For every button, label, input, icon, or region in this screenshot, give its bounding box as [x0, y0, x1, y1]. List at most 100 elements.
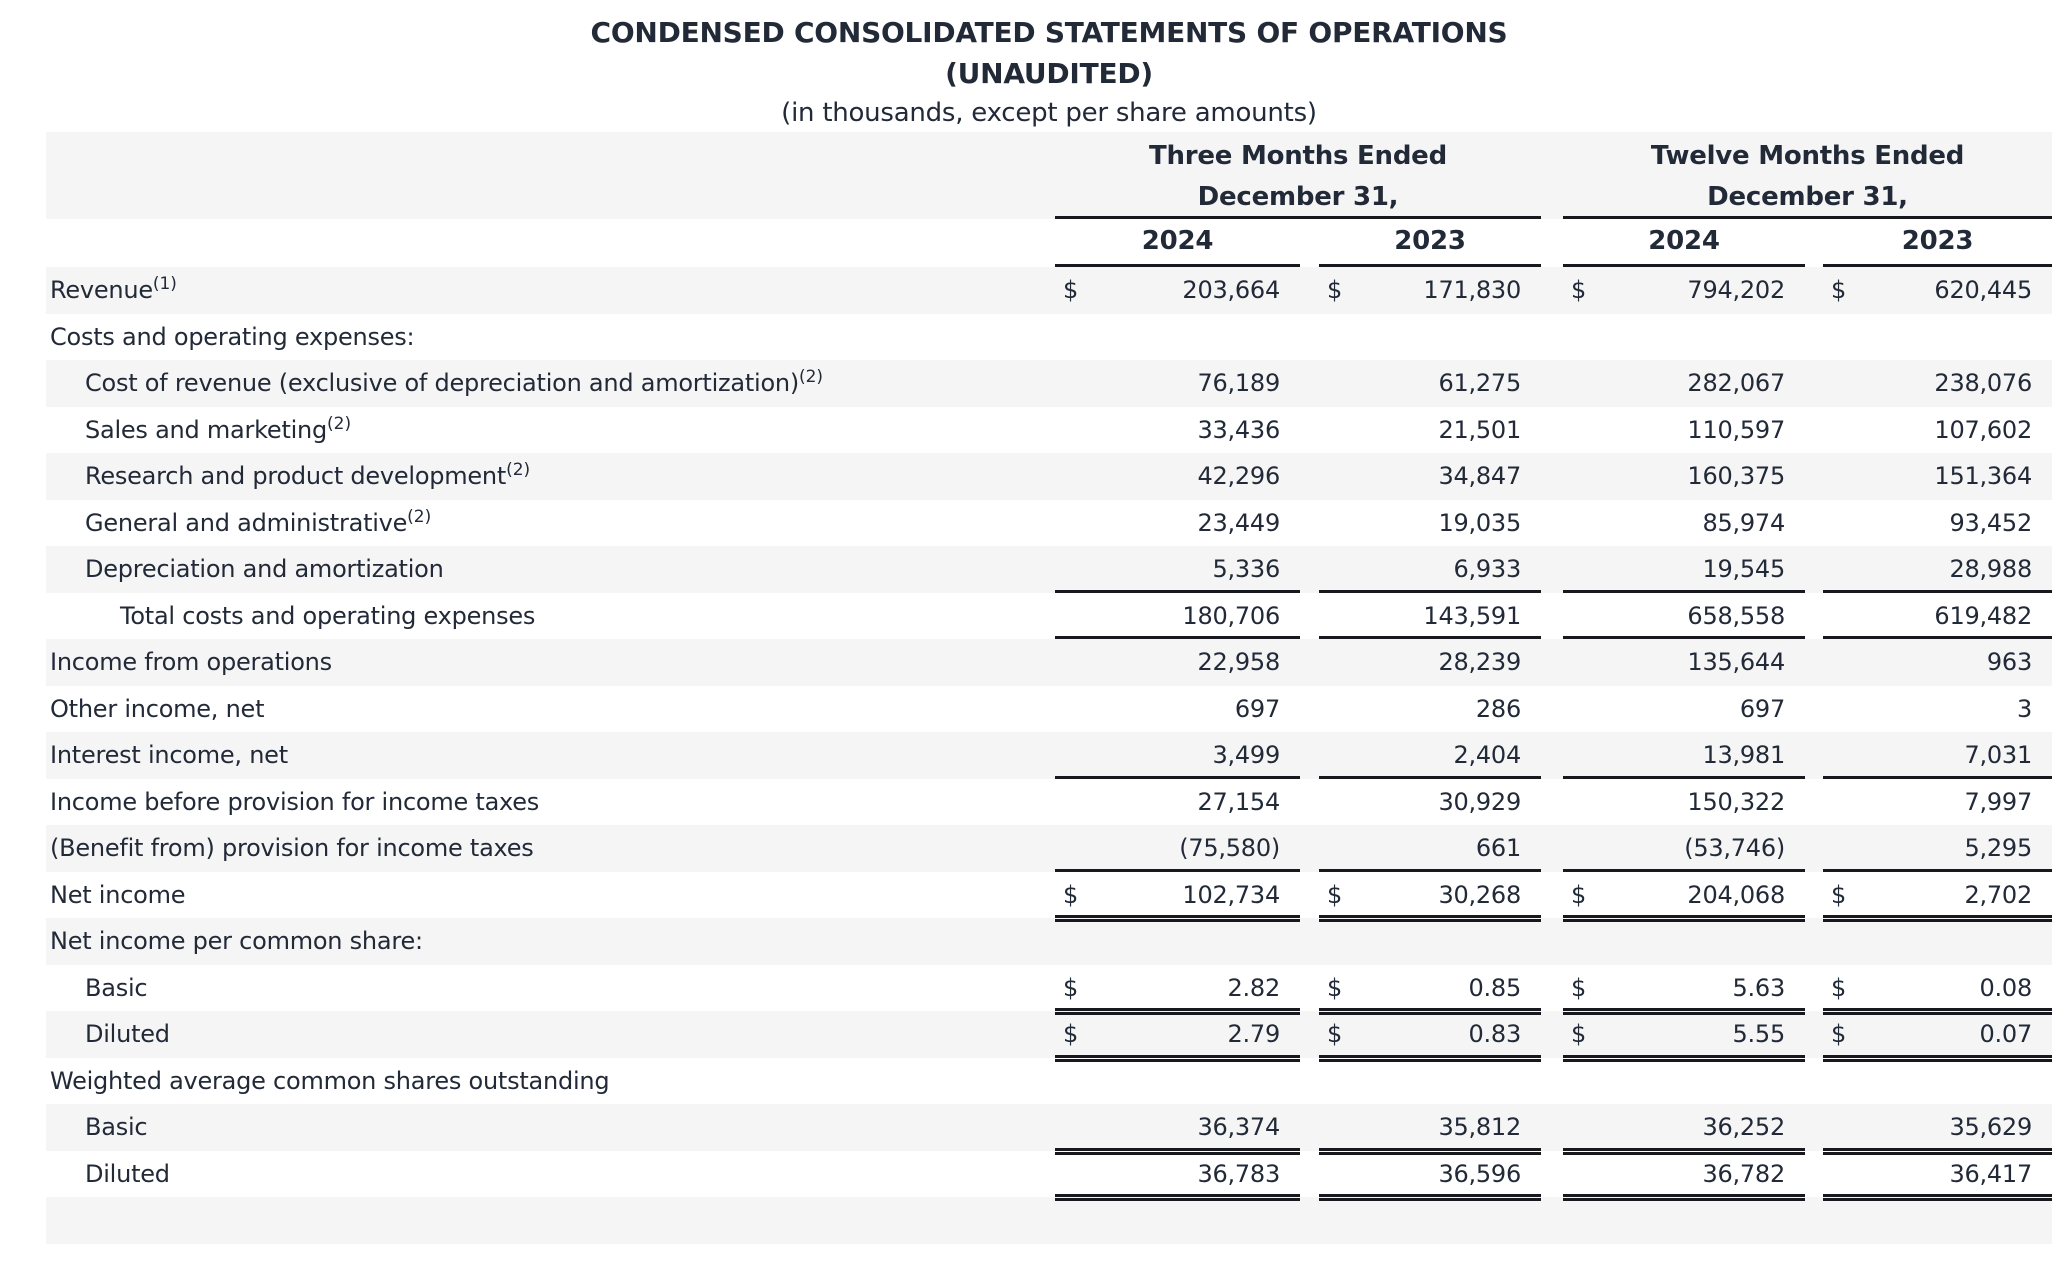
- column-gap: [1541, 314, 1563, 361]
- cell-value: 2,404: [1453, 741, 1521, 769]
- cell-value: 30,268: [1438, 880, 1521, 909]
- dollar-sign: [1823, 1151, 1831, 1195]
- row-label-cell: General and administrative(2): [46, 500, 1055, 547]
- statement-subtitle-unaudited: (UNAUDITED): [945, 57, 1153, 90]
- column-gap: [1541, 1151, 1563, 1198]
- column-gap: [1805, 593, 1823, 640]
- dollar-sign: $: [1063, 276, 1079, 304]
- header-label-spacer: [46, 219, 1055, 267]
- row-label: Basic: [85, 1113, 148, 1141]
- column-gap: [1300, 500, 1319, 547]
- row-label: Depreciation and amortization: [85, 555, 444, 583]
- dollar-sign: $: [1831, 973, 1847, 1002]
- row-label: Interest income, net: [50, 741, 288, 769]
- dollar-sign: [1563, 825, 1571, 869]
- row-label: Revenue: [50, 276, 153, 304]
- row-label: Net income: [50, 880, 186, 909]
- dollar-sign: [1319, 918, 1327, 965]
- dollar-sign: [1563, 360, 1571, 407]
- cell-value: 76,189: [1197, 369, 1280, 397]
- dollar-sign: [1823, 546, 1831, 590]
- column-gap: [1805, 500, 1823, 547]
- value-cell: $0.07: [1823, 1011, 2052, 1061]
- cell-value: 42,296: [1197, 462, 1280, 490]
- value-cell: 150,322: [1563, 779, 1805, 826]
- value-cell: 36,252: [1563, 1104, 1805, 1154]
- dollar-sign: [1055, 314, 1063, 361]
- cell-value: [1327, 1197, 1541, 1244]
- cell-value: [1571, 1058, 1805, 1105]
- value-cell: 3,499: [1055, 732, 1300, 779]
- column-gap: [1805, 267, 1823, 314]
- value-cell: 76,189: [1055, 360, 1300, 407]
- column-gap: [1805, 1058, 1823, 1105]
- dollar-sign: [1563, 639, 1571, 686]
- dollar-sign: [1055, 825, 1063, 869]
- cell-value: 697: [1739, 694, 1785, 723]
- value-cell: 135,644: [1563, 639, 1805, 686]
- year-column-header: 2023: [1823, 219, 2052, 267]
- cell-value: 204,068: [1687, 880, 1785, 909]
- dollar-sign: [1319, 686, 1327, 733]
- dollar-sign: [1055, 918, 1063, 965]
- value-cell: [1563, 918, 1805, 965]
- dollar-sign: [1319, 779, 1327, 826]
- column-gap: [1541, 779, 1563, 826]
- column-gap: [1300, 360, 1319, 407]
- value-cell: $5.63: [1563, 965, 1805, 1015]
- dollar-sign: [1319, 500, 1327, 547]
- cell-value: 0.08: [1979, 973, 2033, 1002]
- cell-value: [1571, 1197, 1805, 1244]
- value-cell: $2.79: [1055, 1011, 1300, 1061]
- cell-value: 34,847: [1438, 462, 1521, 490]
- dollar-sign: [1319, 732, 1327, 776]
- row-label-cell: Cost of revenue (exclusive of depreciati…: [46, 360, 1055, 407]
- value-cell: 33,436: [1055, 407, 1300, 454]
- value-cell: 619,482: [1823, 593, 2052, 639]
- value-cell: 7,031: [1823, 732, 2052, 779]
- row-label: Costs and operating expenses:: [50, 322, 415, 351]
- value-cell: 36,782: [1563, 1151, 1805, 1201]
- cell-value: 19,545: [1702, 555, 1785, 583]
- column-gap: [1805, 1197, 1823, 1244]
- column-gap: [1541, 1104, 1563, 1151]
- table-row: Sales and marketing(2) 33,436 21,501 110…: [46, 407, 2052, 454]
- cell-value: 5,295: [1964, 834, 2032, 862]
- cell-value: 36,782: [1702, 1159, 1785, 1188]
- cell-value: 28,239: [1438, 648, 1521, 676]
- value-cell: 19,545: [1563, 546, 1805, 593]
- dollar-sign: [1563, 779, 1571, 826]
- column-gap: [1805, 453, 1823, 500]
- dollar-sign: [1055, 1104, 1063, 1148]
- row-label-cell: Depreciation and amortization: [46, 546, 1055, 593]
- dollar-sign: [1563, 407, 1571, 454]
- column-gap: [1300, 267, 1319, 314]
- statement-units-note: (in thousands, except per share amounts): [781, 98, 1317, 128]
- period-header-three-months: Three Months Ended December 31,: [1055, 132, 1541, 219]
- value-cell: [1319, 314, 1541, 361]
- dollar-sign: [1055, 546, 1063, 590]
- cell-value: [1571, 314, 1805, 361]
- cell-value: [1063, 1197, 1300, 1244]
- column-gap: [1300, 1011, 1319, 1058]
- table-row: Research and product development(2) 42,2…: [46, 453, 2052, 500]
- value-cell: 22,958: [1055, 639, 1300, 686]
- table-row: Diluted 36,783 36,596 36,782 36,417: [46, 1151, 2052, 1201]
- table-row: Basic $2.82 $0.85 $5.63 $0.08: [46, 965, 2052, 1015]
- value-cell: 36,417: [1823, 1151, 2052, 1201]
- column-gap: [1541, 453, 1563, 500]
- dollar-sign: [1319, 546, 1327, 590]
- table-row: Net income per common share:: [46, 918, 2052, 965]
- column-gap: [1300, 314, 1319, 361]
- column-gap: [1300, 686, 1319, 733]
- value-cell: 180,706: [1055, 593, 1300, 639]
- value-cell: $0.83: [1319, 1011, 1541, 1061]
- dollar-sign: [1319, 314, 1327, 361]
- cell-value: 0.07: [1979, 1020, 2033, 1048]
- column-gap: [1300, 1058, 1319, 1105]
- row-label: Diluted: [85, 1159, 170, 1188]
- dollar-sign: [1319, 360, 1327, 407]
- period-date: December 31,: [1707, 182, 1908, 212]
- row-label: Research and product development: [85, 462, 507, 490]
- row-label-cell: Income from operations: [46, 639, 1055, 686]
